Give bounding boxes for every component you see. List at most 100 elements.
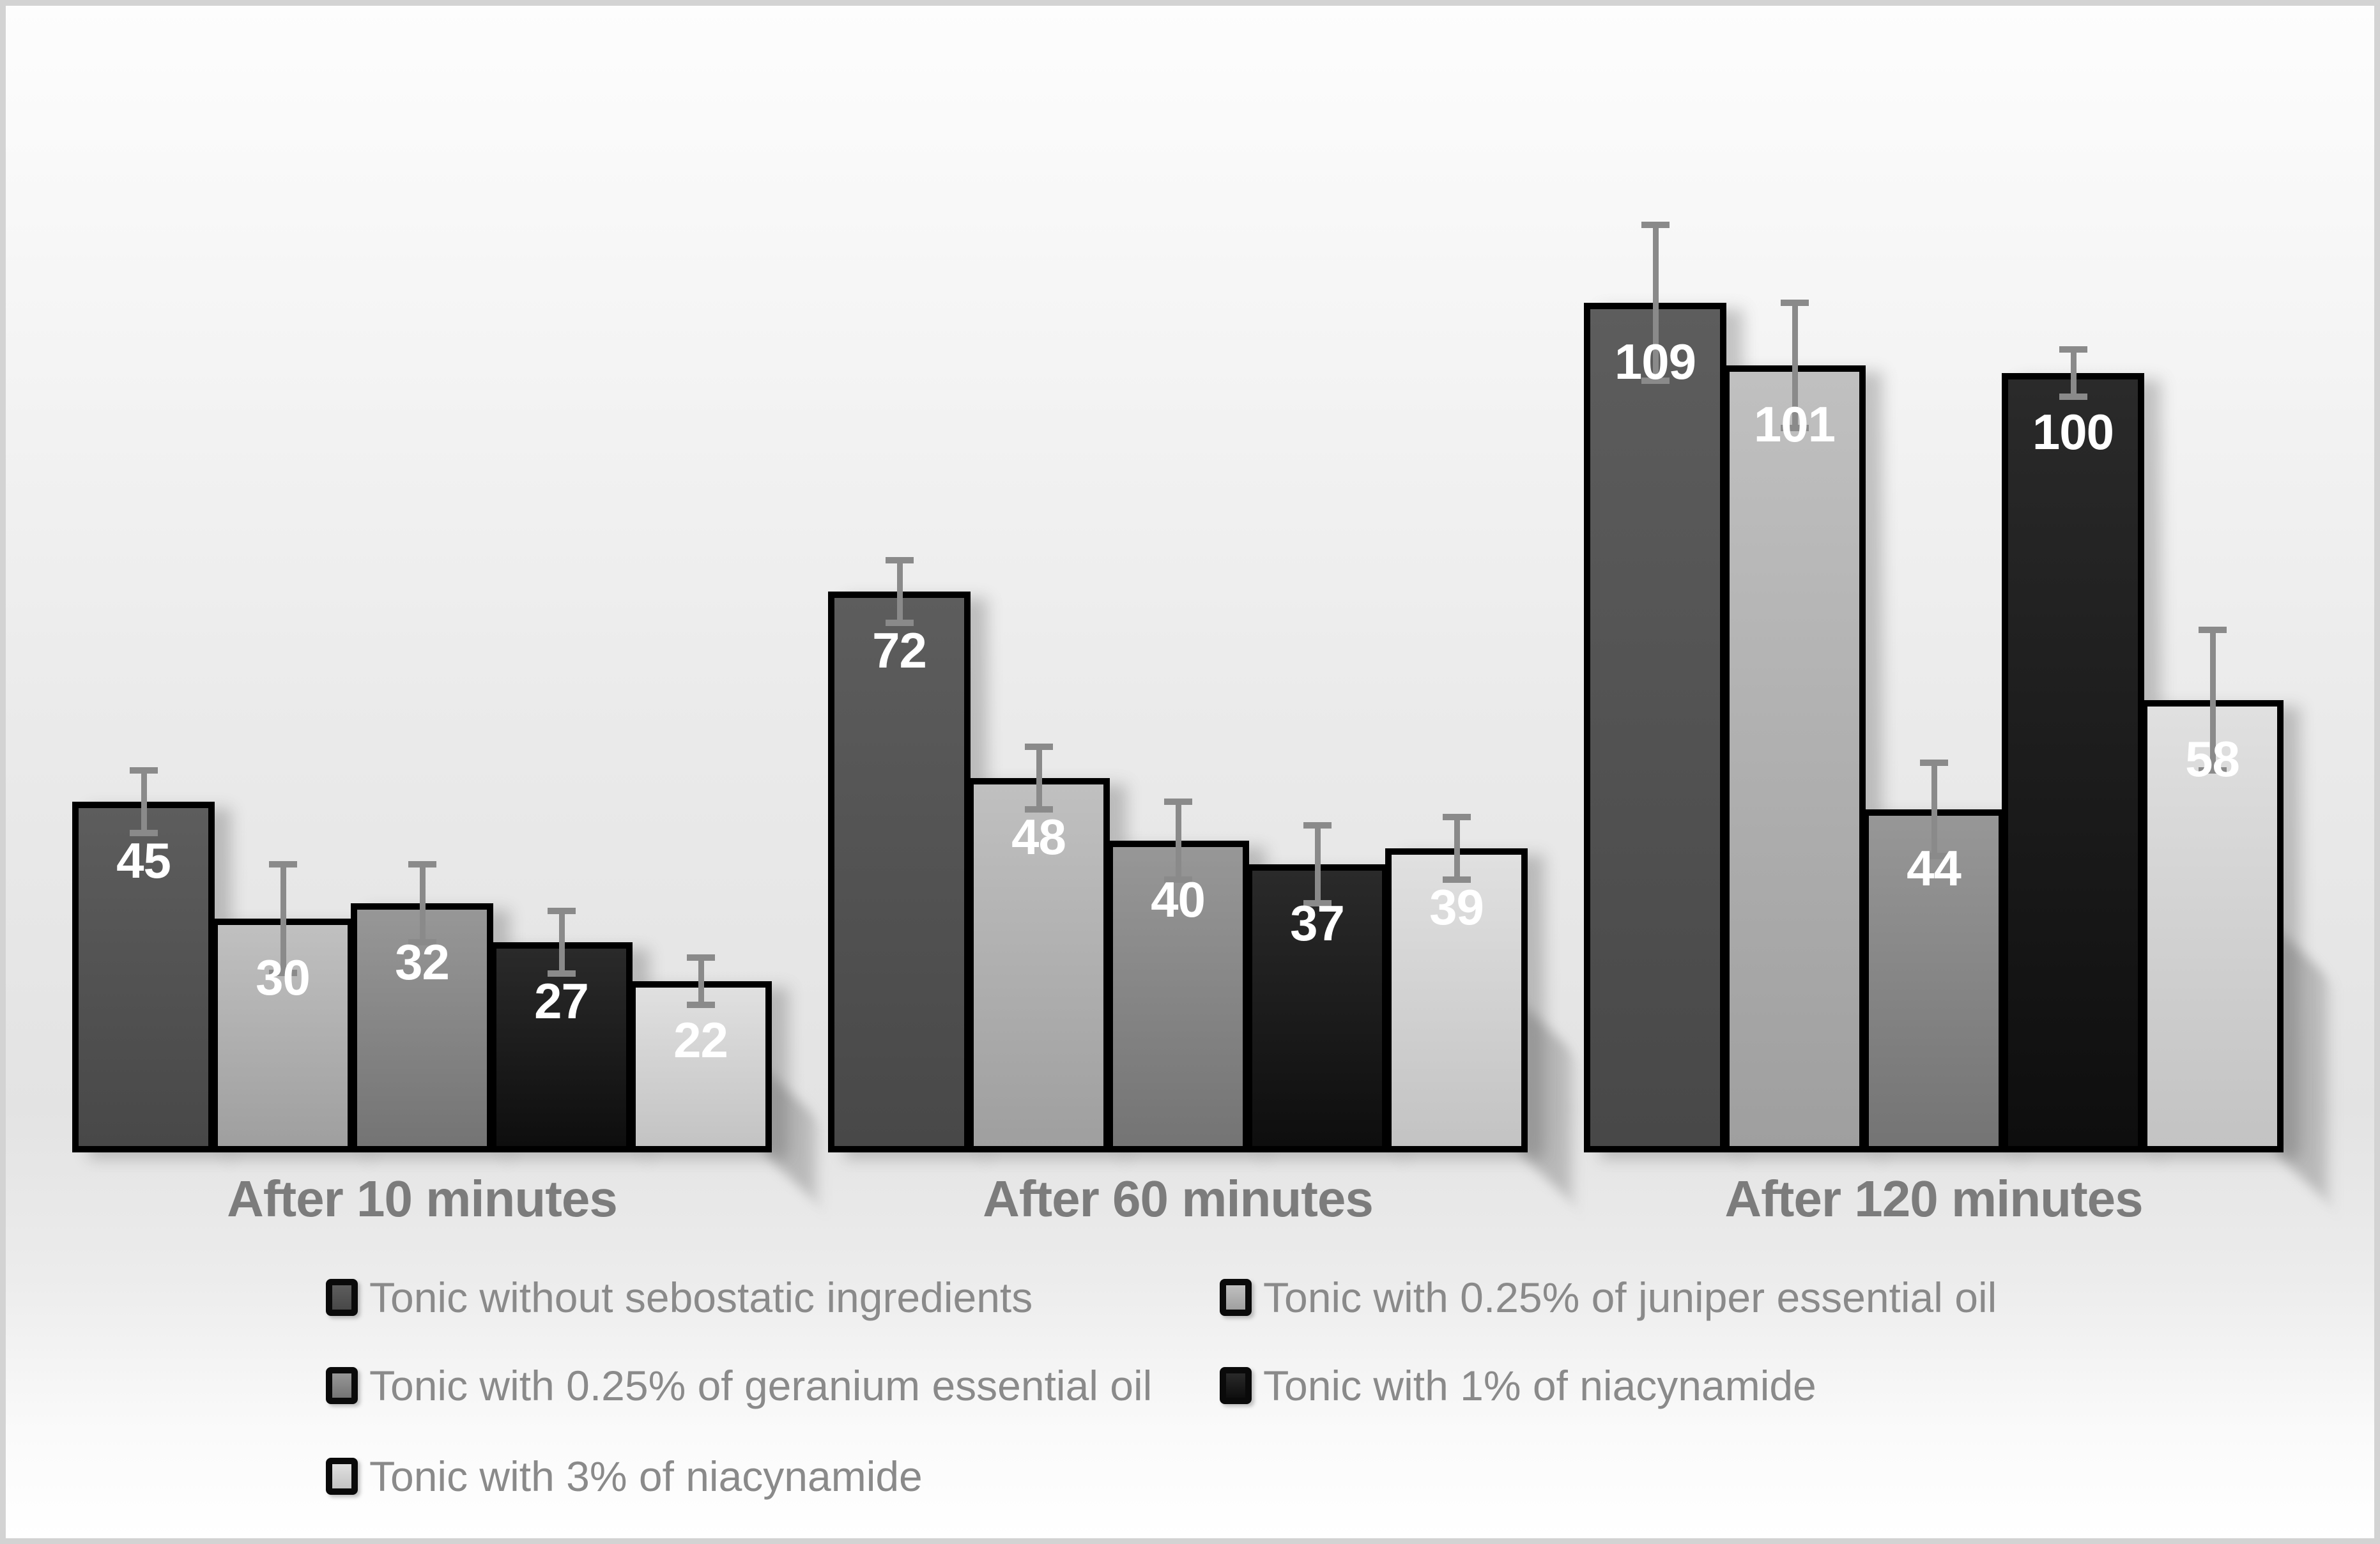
error-bar bbox=[687, 954, 715, 1008]
bar-value-label: 37 bbox=[1290, 895, 1345, 951]
legend-swatch bbox=[326, 1367, 358, 1404]
bar-value-label: 39 bbox=[1429, 879, 1484, 935]
error-bar-cap-top bbox=[886, 557, 914, 563]
error-bar-cap-top bbox=[1164, 799, 1192, 805]
error-bar-cap-bottom bbox=[1303, 900, 1332, 906]
error-bar-cap-top bbox=[408, 861, 436, 868]
error-bar-line bbox=[419, 861, 426, 945]
legend-swatch bbox=[326, 1458, 358, 1495]
error-bar-line bbox=[280, 861, 286, 976]
error-bar-line bbox=[2209, 627, 2216, 774]
error-bar bbox=[269, 861, 297, 976]
legend-swatch bbox=[1220, 1367, 1252, 1404]
error-bar-cap-bottom bbox=[1781, 425, 1809, 431]
error-bar-line bbox=[2070, 346, 2077, 400]
error-bar bbox=[2199, 627, 2227, 774]
error-bar-cap-bottom bbox=[886, 620, 914, 626]
error-bar-line bbox=[1175, 799, 1181, 883]
bar-value-label: 101 bbox=[1753, 396, 1836, 452]
error-bar-cap-bottom bbox=[1164, 876, 1192, 883]
error-bar bbox=[1641, 222, 1670, 384]
error-bar-cap-bottom bbox=[408, 939, 436, 945]
error-bar-line bbox=[141, 767, 147, 836]
error-bar bbox=[1443, 814, 1471, 883]
legend-swatch bbox=[1220, 1279, 1252, 1316]
legend-item: Tonic with 0.25% of geranium essential o… bbox=[326, 1362, 1153, 1409]
error-bar-line bbox=[1931, 760, 1937, 859]
bar-value-label: 44 bbox=[1907, 840, 1962, 896]
error-bar-line bbox=[1652, 222, 1659, 384]
error-bar bbox=[886, 557, 914, 626]
category-label: After 10 minutes bbox=[227, 1170, 618, 1227]
legend-item: Tonic without sebostatic ingredients bbox=[326, 1274, 1033, 1321]
error-bar-line bbox=[558, 908, 565, 977]
error-bar-line bbox=[1036, 744, 1042, 813]
error-bar-cap-top bbox=[2199, 627, 2227, 633]
bar bbox=[1723, 365, 1866, 1152]
error-bar-cap-bottom bbox=[1443, 876, 1471, 883]
error-bar-line bbox=[1454, 814, 1460, 883]
bar bbox=[1385, 848, 1528, 1152]
error-bar bbox=[1781, 300, 1809, 431]
error-bar-line bbox=[1792, 300, 1798, 431]
error-bar-cap-bottom bbox=[2199, 767, 2227, 774]
category-label: After 60 minutes bbox=[983, 1170, 1374, 1227]
bar-value-label: 58 bbox=[2185, 731, 2240, 787]
bar-value-label: 32 bbox=[395, 934, 450, 990]
category-label: After 120 minutes bbox=[1724, 1170, 2143, 1227]
error-bar bbox=[2059, 346, 2087, 400]
legend-label: Tonic with 0.25% of juniper essential oi… bbox=[1263, 1274, 1997, 1321]
error-bar-cap-top bbox=[1443, 814, 1471, 820]
error-bar-cap-top bbox=[2059, 346, 2087, 353]
error-bar-cap-bottom bbox=[269, 970, 297, 976]
error-bar-line bbox=[698, 954, 704, 1008]
bar bbox=[1246, 864, 1388, 1152]
bar-value-label: 100 bbox=[2032, 404, 2114, 460]
error-bar bbox=[130, 767, 158, 836]
bar-value-label: 30 bbox=[256, 949, 311, 1005]
error-bar bbox=[1164, 799, 1192, 883]
legend-label: Tonic with 3% of niacynamide bbox=[369, 1453, 923, 1500]
bar-value-label: 72 bbox=[872, 622, 927, 678]
error-bar-cap-bottom bbox=[1025, 806, 1053, 813]
legend-swatch bbox=[326, 1279, 358, 1316]
error-bar-cap-top bbox=[1641, 222, 1670, 228]
error-bar-line bbox=[896, 557, 903, 626]
error-bar-cap-top bbox=[1303, 822, 1332, 829]
error-bar-cap-top bbox=[1025, 744, 1053, 750]
error-bar bbox=[408, 861, 436, 945]
bar-value-label: 27 bbox=[534, 973, 589, 1029]
bar-value-label: 45 bbox=[116, 832, 171, 889]
error-bar-cap-top bbox=[269, 861, 297, 868]
error-bar-cap-bottom bbox=[548, 970, 576, 977]
error-bar-cap-top bbox=[1781, 300, 1809, 306]
error-bar bbox=[1025, 744, 1053, 813]
bar-value-label: 40 bbox=[1151, 871, 1206, 928]
legend-label: Tonic without sebostatic ingredients bbox=[369, 1274, 1033, 1321]
bar-value-label: 109 bbox=[1614, 333, 1696, 390]
error-bar-cap-bottom bbox=[1920, 853, 1948, 859]
bar bbox=[828, 592, 971, 1152]
error-bar bbox=[548, 908, 576, 977]
bar bbox=[2002, 373, 2144, 1152]
legend-item: Tonic with 3% of niacynamide bbox=[326, 1453, 923, 1500]
legend-item: Tonic with 1% of niacynamide bbox=[1220, 1362, 1816, 1409]
error-bar-cap-top bbox=[548, 908, 576, 914]
error-bar-cap-top bbox=[130, 767, 158, 774]
error-bar-cap-bottom bbox=[687, 1002, 715, 1008]
legend-item: Tonic with 0.25% of juniper essential oi… bbox=[1220, 1274, 1997, 1321]
legend-label: Tonic with 1% of niacynamide bbox=[1263, 1362, 1816, 1409]
legend-label: Tonic with 0.25% of geranium essential o… bbox=[369, 1362, 1153, 1409]
bar bbox=[2141, 700, 2284, 1152]
error-bar-cap-top bbox=[687, 954, 715, 961]
error-bar bbox=[1303, 822, 1332, 906]
bar-value-label: 22 bbox=[673, 1012, 728, 1068]
error-bar-cap-bottom bbox=[1641, 378, 1670, 384]
bar-value-label: 48 bbox=[1011, 809, 1066, 865]
error-bar bbox=[1920, 760, 1948, 859]
error-bar-line bbox=[1314, 822, 1321, 906]
bar bbox=[1584, 303, 1726, 1152]
error-bar-cap-bottom bbox=[2059, 394, 2087, 400]
error-bar-cap-top bbox=[1920, 760, 1948, 766]
